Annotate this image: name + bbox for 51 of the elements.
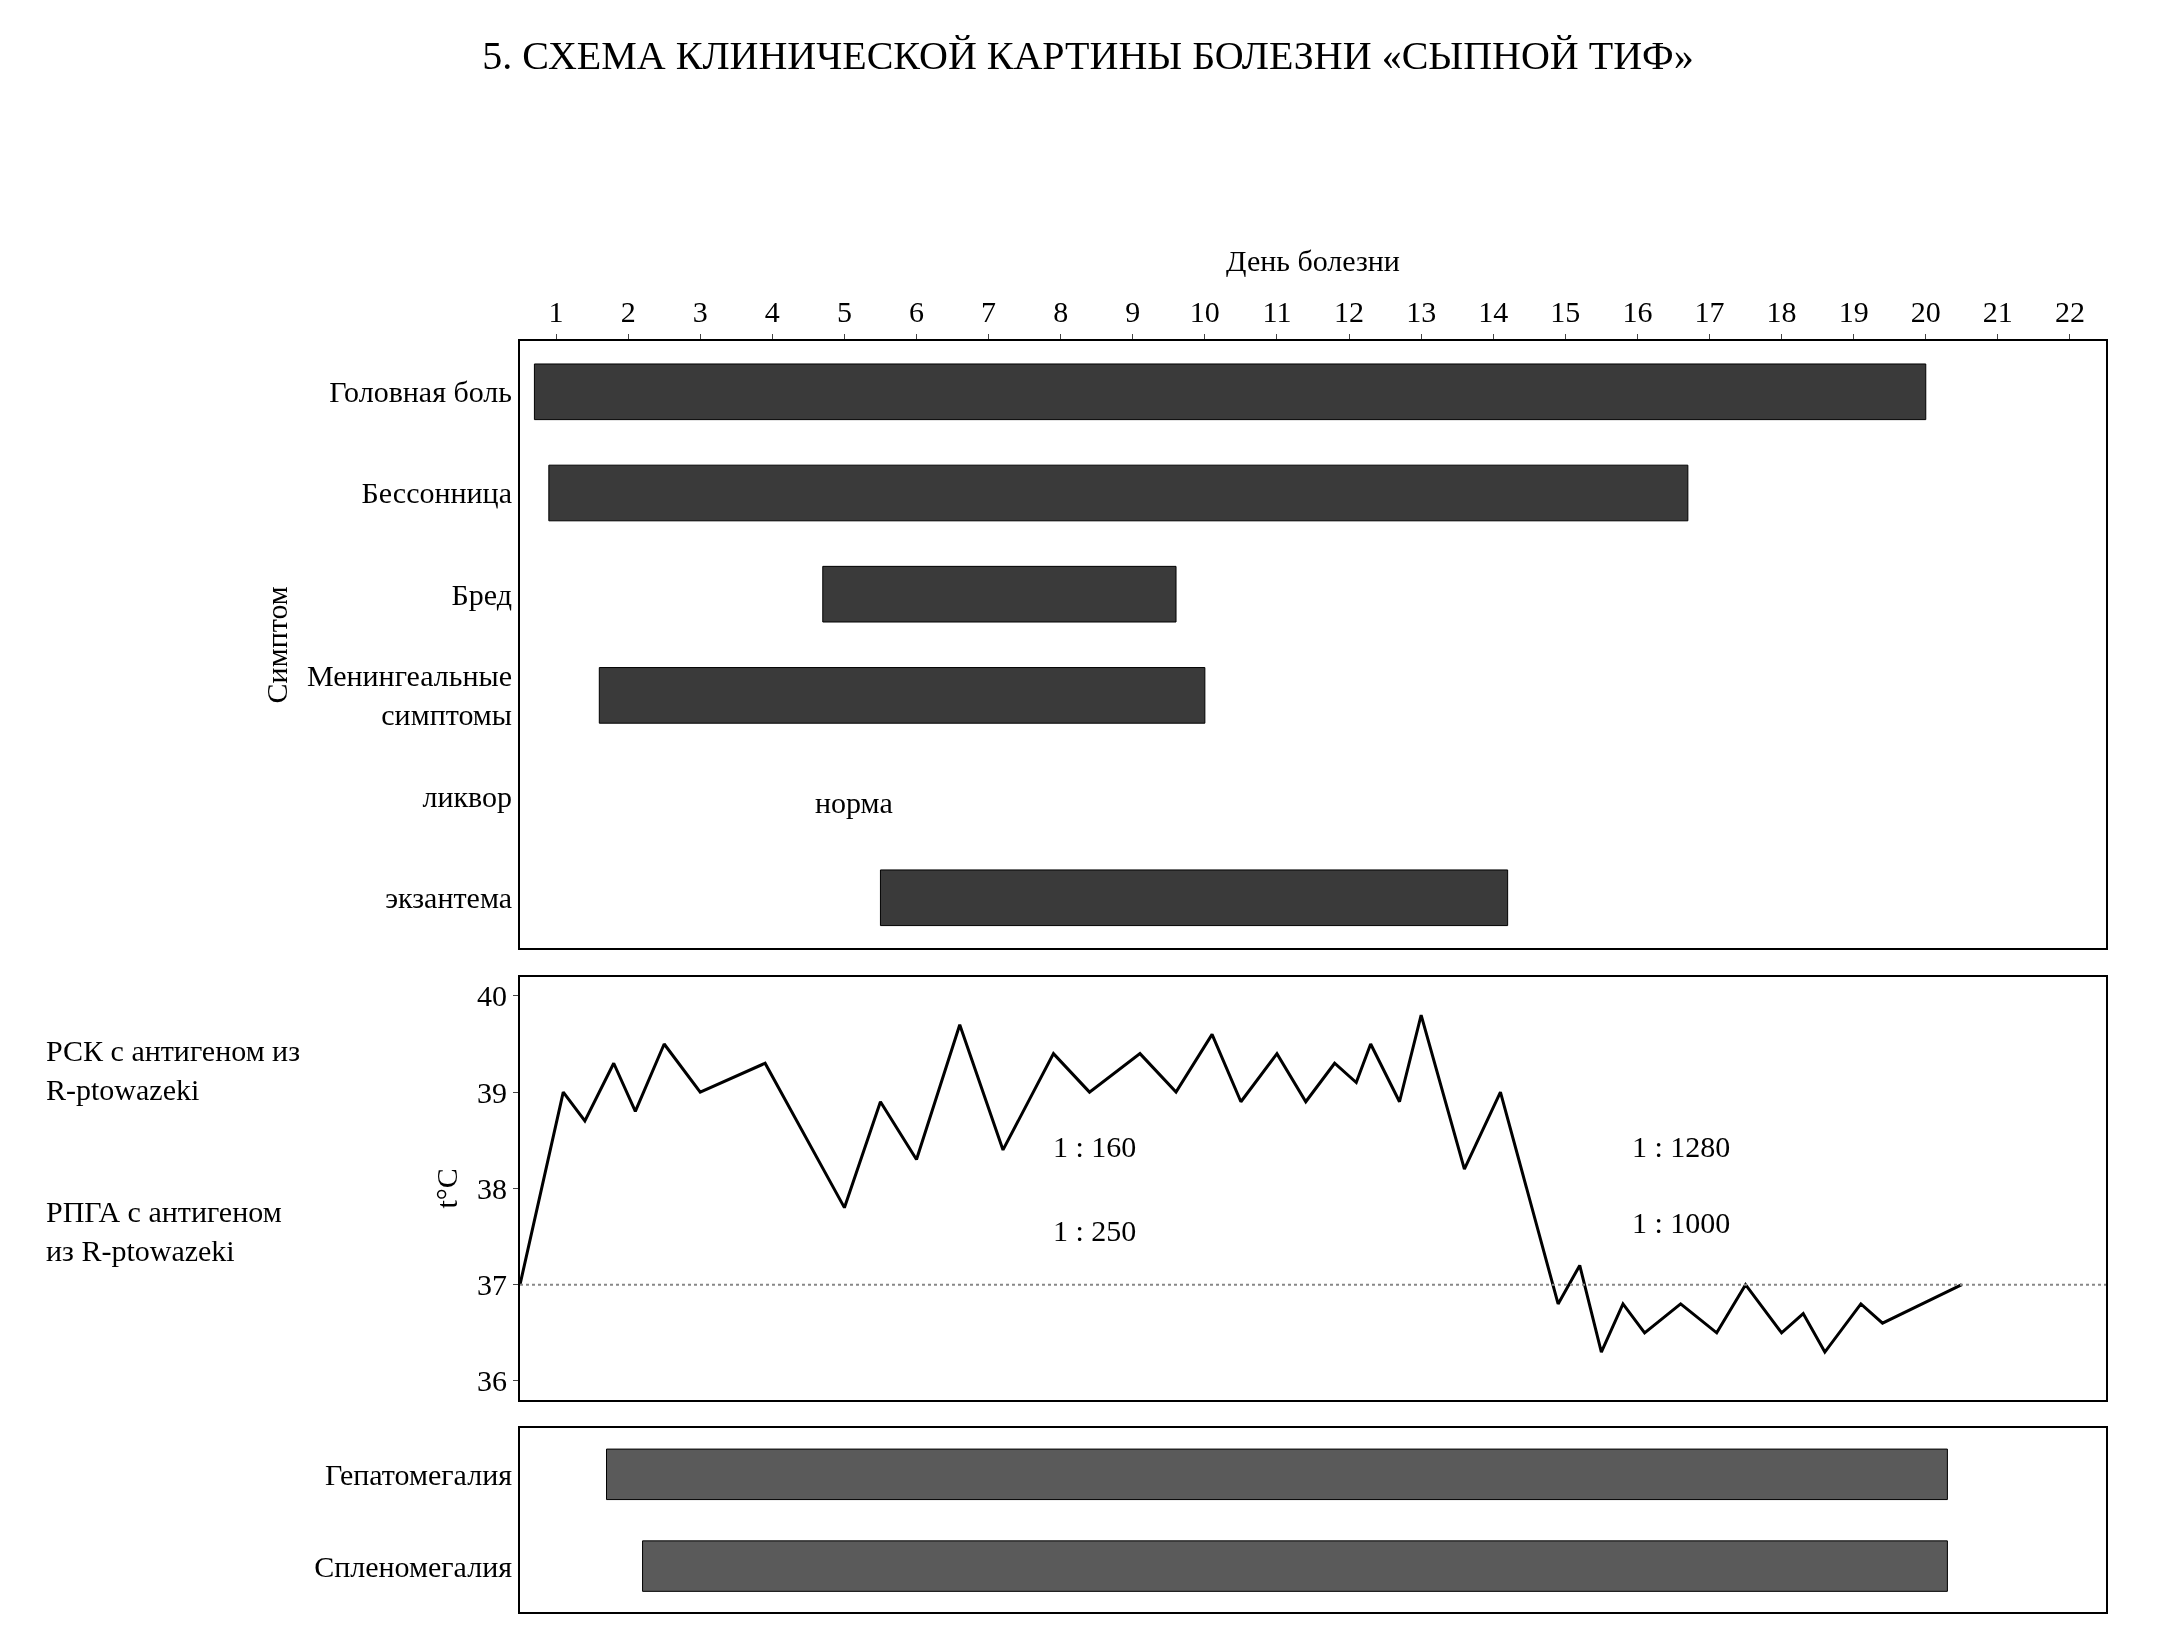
text: РПГА с антигеном из R-ptowazeki — [46, 1195, 282, 1267]
y-tick-label: 37 — [477, 1268, 507, 1302]
x-axis-title: День болезни — [1226, 243, 1400, 277]
x-tick-label: 9 — [1125, 295, 1141, 329]
annotation: 1 : 160 — [1053, 1130, 1137, 1163]
y-tick-label: 39 — [477, 1075, 507, 1109]
y-tick-label: Менингеальные симптомы — [306, 659, 512, 732]
y-tick-label: Гепатомегалия — [324, 1457, 513, 1491]
x-tick-label: 7 — [981, 295, 997, 329]
x-tick-label: 3 — [692, 295, 708, 329]
y-tick-label: Бессонница — [361, 476, 512, 510]
x-tick-label: 4 — [764, 295, 780, 329]
x-tick-label: 11 — [1262, 295, 1292, 329]
x-tick-label: 10 — [1189, 295, 1220, 329]
y-tick-label: экзантема — [385, 881, 512, 915]
bar — [598, 667, 1206, 724]
y-tick-label: 38 — [477, 1171, 507, 1205]
annotation: норма — [815, 786, 893, 819]
x-tick-label: 17 — [1694, 295, 1725, 329]
annotation: 1 : 1280 — [1632, 1130, 1731, 1163]
x-tick-label: 14 — [1478, 295, 1509, 329]
annotation: 1 : 250 — [1053, 1214, 1137, 1247]
bar — [822, 565, 1177, 623]
x-tick-label: 13 — [1406, 295, 1437, 329]
x-tick-label: 18 — [1766, 295, 1797, 329]
bar — [533, 363, 1927, 421]
y-tick-label: 36 — [477, 1364, 507, 1398]
x-tick-label: 5 — [836, 295, 852, 329]
x-tick-label: 22 — [2054, 295, 2085, 329]
x-tick-label: 20 — [1910, 295, 1941, 329]
y-tick-label: Спленомегалия — [314, 1549, 513, 1583]
text: РСК с антигеном из R-ptowazeki — [46, 1034, 301, 1106]
y-tick-label: ликвор — [422, 780, 512, 814]
chart-title: 5. СХЕМА КЛИНИЧЕСКОЙ КАРТИНЫ БОЛЕЗНИ «СЫПНОЙ ТИФ» — [482, 33, 1694, 79]
x-tick-label: 6 — [909, 295, 924, 329]
x-tick-label: 12 — [1334, 295, 1365, 329]
x-tick-label: 19 — [1838, 295, 1869, 329]
y-tick-label: Головная боль — [329, 375, 512, 409]
y-tick-label: 40 — [477, 979, 507, 1013]
y-axis-title: t°C — [430, 1168, 464, 1209]
annotation: 1 : 1000 — [1632, 1206, 1731, 1239]
y-axis-title: Симптом — [260, 586, 294, 704]
x-tick-label: 21 — [1982, 295, 2013, 329]
x-tick-label: 2 — [620, 295, 636, 329]
x-tick-label: 16 — [1622, 295, 1653, 329]
x-tick-label: 8 — [1053, 295, 1069, 329]
x-tick-label: 1 — [548, 295, 564, 329]
x-tick-label: 15 — [1550, 295, 1581, 329]
bar — [879, 869, 1509, 927]
y-tick-label: Бред — [451, 577, 512, 611]
bar — [548, 464, 1689, 522]
